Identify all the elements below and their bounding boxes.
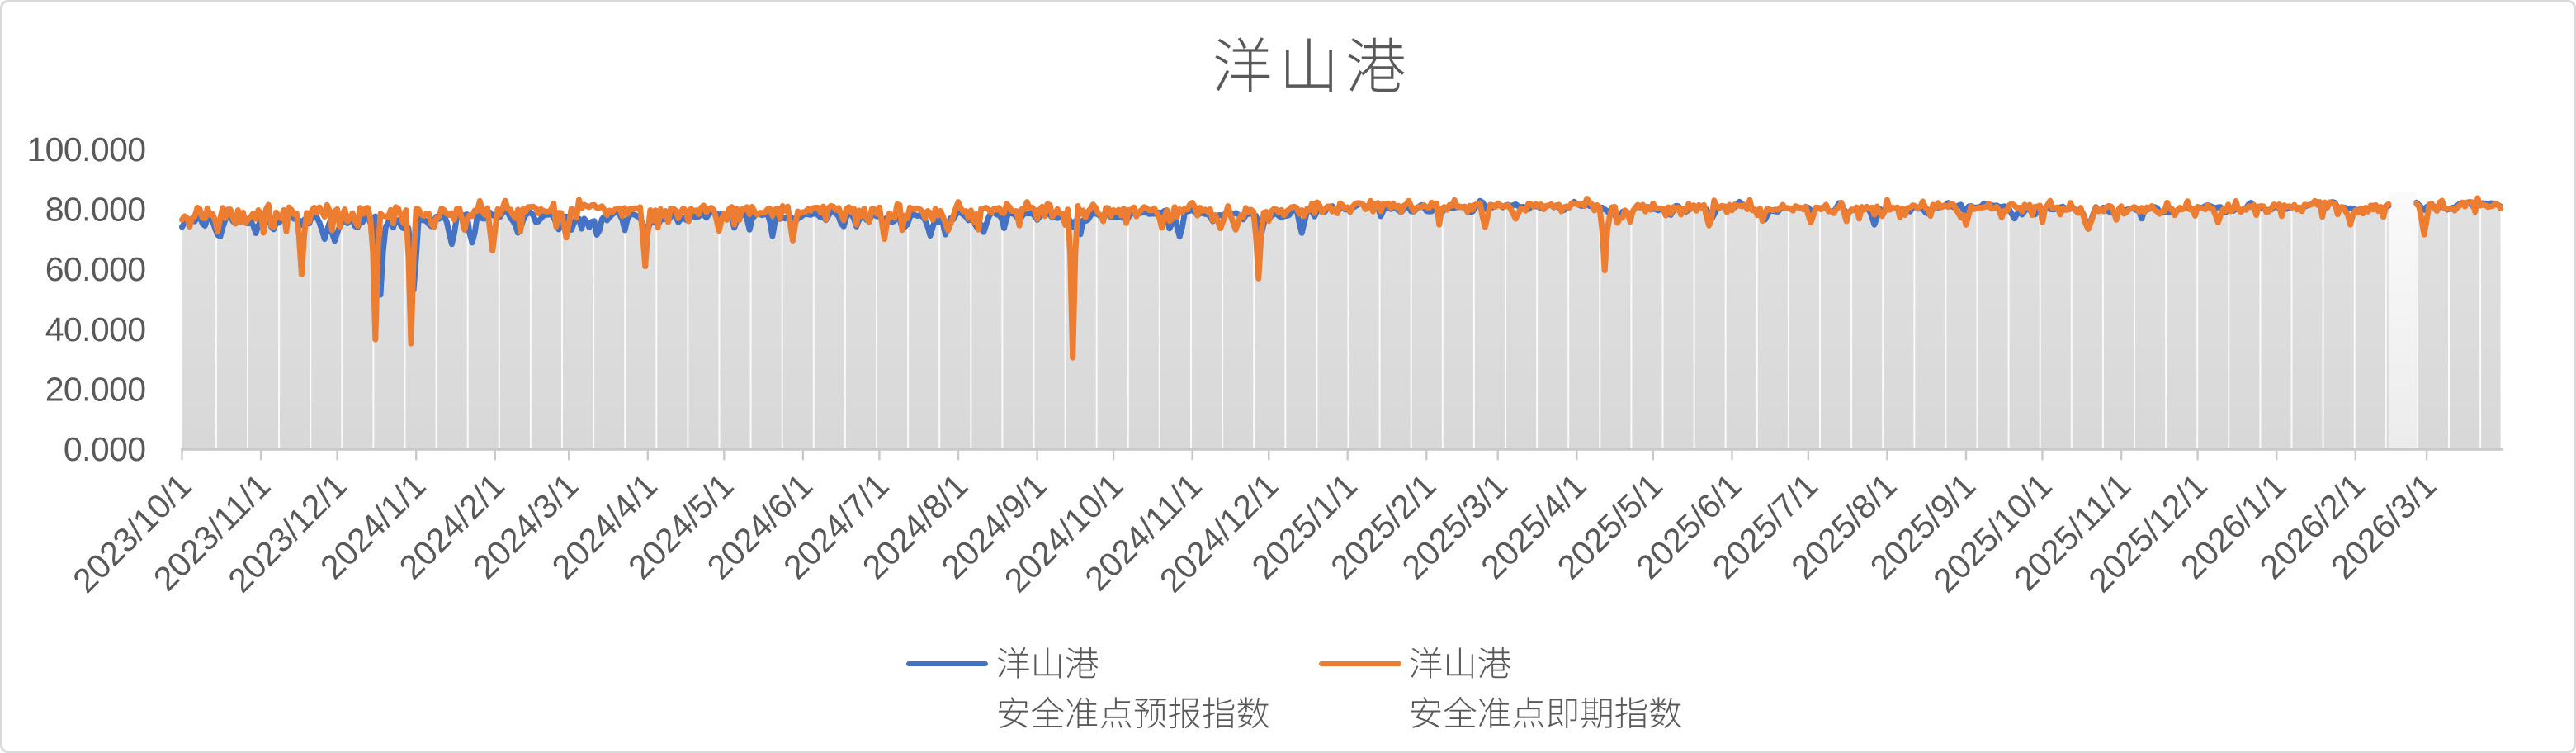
svg-text:80.000: 80.000 xyxy=(45,191,146,229)
svg-text:100.000: 100.000 xyxy=(26,130,145,168)
svg-text:40.000: 40.000 xyxy=(45,310,146,348)
svg-text:60.000: 60.000 xyxy=(45,250,146,288)
svg-text:20.000: 20.000 xyxy=(45,370,146,408)
svg-text:0.000: 0.000 xyxy=(64,430,146,468)
